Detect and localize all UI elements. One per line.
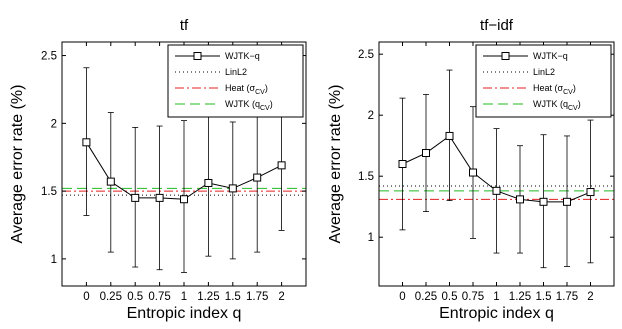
chart-title: tf−idf [480, 17, 514, 34]
legend-box [167, 44, 304, 118]
x-tick-label: 1.5 [225, 291, 241, 303]
data-point-marker [492, 186, 501, 195]
data-point-marker [422, 149, 430, 158]
data-point-marker [469, 168, 477, 177]
legend-label: WJTK−q [533, 51, 568, 61]
y-tick-label: 1.5 [358, 171, 374, 183]
data-point-marker [228, 184, 237, 193]
legend-swatch-marker [193, 52, 202, 60]
legend-label: WJTK (qCV) [225, 99, 273, 112]
data-point-marker [445, 131, 454, 140]
y-tick-label: 1.5 [41, 186, 57, 198]
x-tick-label: 0 [83, 291, 89, 303]
x-tick-label: 2 [587, 291, 593, 303]
y-tick-label: 1 [368, 232, 374, 244]
data-point-marker [82, 138, 91, 147]
data-point-marker [277, 161, 286, 170]
legend-label: Heat (σCV) [225, 83, 268, 96]
legend: WJTK−q LinL2 Heat (σCV) WJTK (qCV) [475, 44, 612, 118]
data-point-marker [563, 197, 571, 206]
x-axis-label: Entropic index q [127, 305, 242, 322]
y-tick-label: 2.5 [358, 49, 374, 61]
chart-title: tf [180, 17, 189, 34]
y-tick-label: 2 [51, 118, 57, 130]
data-point-marker [204, 178, 213, 187]
x-tick-label: 0 [399, 291, 405, 303]
x-tick-label: 1.5 [536, 291, 552, 303]
data-point-marker [586, 188, 595, 197]
data-point-marker [155, 193, 164, 202]
chart-2: tf−idf 0 0.25 0.5 0.75 1 1.25 1.5 1.75 2 1 1.5 2 2.5 E… [327, 17, 615, 322]
x-tick-label: 0.5 [127, 291, 143, 303]
y-tick-label: 2.5 [41, 51, 57, 63]
x-tick-label: 1.75 [246, 291, 268, 303]
x-tick-label: 0.25 [415, 291, 437, 303]
legend-label: WJTK (qCV) [533, 99, 581, 112]
chart-1: tf 0 0.25 0.5 0.75 1 1.25 1.5 1.75 2 1 1.5 2 2.5 Entro… [9, 17, 307, 322]
y-tick-label: 1 [51, 254, 57, 266]
x-tick-label: 1 [493, 291, 499, 303]
y-axis-label: Average error rate (%) [9, 85, 26, 244]
x-tick-label: 1 [181, 291, 187, 303]
x-tick-label: 1.25 [509, 291, 531, 303]
legend-label: Heat (σCV) [533, 83, 576, 96]
x-tick-label: 1.75 [556, 291, 578, 303]
legend-label: LinL2 [533, 67, 555, 77]
data-point-marker [106, 177, 115, 186]
legend-swatch-marker [501, 52, 510, 60]
legend-label: LinL2 [225, 67, 247, 77]
y-axis-label: Average error rate (%) [327, 85, 344, 244]
x-axis-label: Entropic index q [439, 305, 554, 322]
x-tick-label: 2 [278, 291, 284, 303]
legend-label: WJTK−q [225, 51, 260, 61]
data-point-marker [180, 195, 188, 204]
data-point-marker [131, 193, 140, 202]
y-tick-label: 2 [368, 110, 374, 122]
x-tick-label: 0.5 [442, 291, 458, 303]
data-point-marker [253, 173, 262, 182]
x-tick-label: 1.25 [197, 291, 219, 303]
x-tick-label: 0.25 [100, 291, 122, 303]
legend: WJTK−q LinL2 Heat (σCV) WJTK (qCV) [167, 44, 304, 118]
data-point-marker [398, 160, 407, 168]
x-tick-label: 0.75 [148, 291, 170, 303]
legend-box [475, 44, 612, 118]
x-tick-label: 0.75 [462, 291, 484, 303]
data-point-marker [516, 195, 524, 204]
data-point-marker [539, 197, 548, 206]
